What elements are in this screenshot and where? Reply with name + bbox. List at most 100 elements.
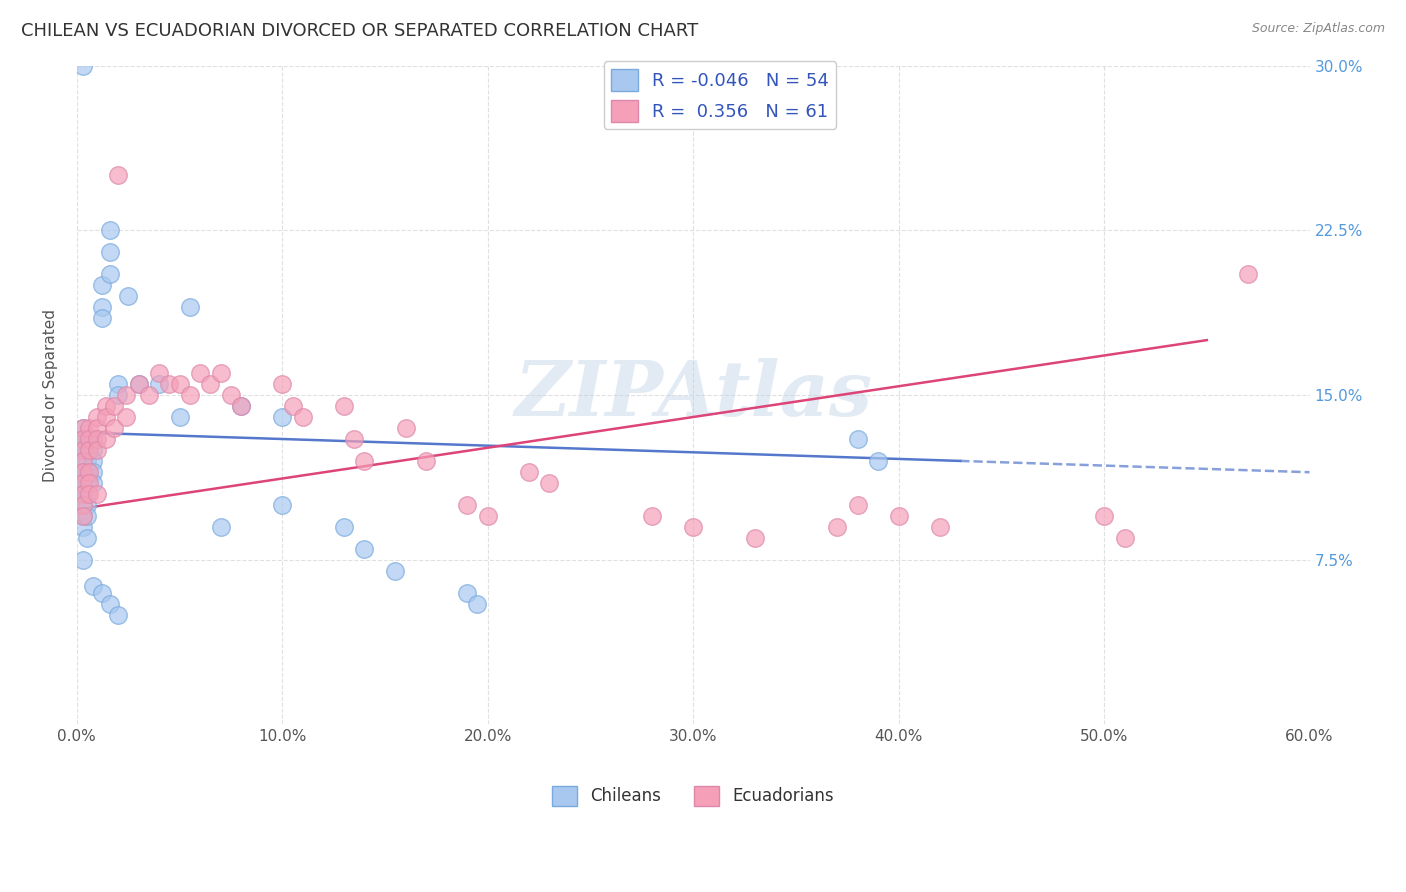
Point [72, 553, 94, 567]
Point [517, 465, 540, 479]
Point [76, 531, 98, 545]
Point [82, 475, 104, 490]
Point [219, 388, 242, 402]
Point [72, 432, 94, 446]
Point [72, 465, 94, 479]
Point [353, 541, 375, 556]
Point [281, 399, 304, 413]
Point [72, 498, 94, 512]
Point [333, 399, 356, 413]
Point [94, 432, 117, 446]
Point [148, 377, 170, 392]
Point [72, 465, 94, 479]
Point [115, 409, 138, 424]
Point [72, 508, 94, 523]
Point [467, 597, 489, 611]
Text: Source: ZipAtlas.com: Source: ZipAtlas.com [1251, 22, 1385, 36]
Point [477, 508, 499, 523]
Point [77, 487, 100, 501]
Point [76, 498, 98, 512]
Point [825, 520, 848, 534]
Point [72, 475, 94, 490]
Point [231, 399, 253, 413]
Point [271, 498, 294, 512]
Point [72, 454, 94, 468]
Point [744, 531, 766, 545]
Point [94, 409, 117, 424]
Point [538, 475, 561, 490]
Text: ZIPAtlas: ZIPAtlas [515, 358, 872, 432]
Point [86, 432, 108, 446]
Point [77, 442, 100, 457]
Point [76, 487, 98, 501]
Point [76, 465, 98, 479]
Text: CHILEAN VS ECUADORIAN DIVORCED OR SEPARATED CORRELATION CHART: CHILEAN VS ECUADORIAN DIVORCED OR SEPARA… [21, 22, 699, 40]
Point [76, 508, 98, 523]
Point [138, 388, 160, 402]
Point [291, 409, 314, 424]
Point [343, 432, 366, 446]
Point [86, 442, 108, 457]
Point [103, 399, 125, 413]
Point [333, 520, 356, 534]
Point [188, 366, 211, 380]
Point [76, 475, 98, 490]
Point [169, 377, 191, 392]
Point [72, 498, 94, 512]
Point [77, 475, 100, 490]
Point [77, 421, 100, 435]
Point [72, 421, 94, 435]
Legend: Chileans, Ecuadorians: Chileans, Ecuadorians [546, 779, 841, 813]
Point [271, 409, 294, 424]
Point [107, 169, 129, 183]
Point [76, 442, 98, 457]
Point [72, 442, 94, 457]
Point [86, 421, 108, 435]
Point [148, 366, 170, 380]
Point [90, 300, 112, 314]
Point [209, 520, 232, 534]
Point [72, 487, 94, 501]
Point [231, 399, 253, 413]
Point [115, 388, 138, 402]
Point [682, 520, 704, 534]
Point [82, 442, 104, 457]
Point [107, 377, 129, 392]
Point [641, 508, 664, 523]
Point [98, 267, 121, 281]
Point [456, 498, 478, 512]
Point [72, 454, 94, 468]
Y-axis label: Divorced or Separated: Divorced or Separated [44, 309, 58, 482]
Point [90, 585, 112, 599]
Point [72, 421, 94, 435]
Point [1237, 267, 1260, 281]
Point [169, 409, 191, 424]
Point [394, 421, 416, 435]
Point [76, 432, 98, 446]
Point [353, 454, 375, 468]
Point [128, 377, 150, 392]
Point [200, 377, 222, 392]
Point [72, 487, 94, 501]
Point [82, 432, 104, 446]
Point [98, 245, 121, 260]
Point [157, 377, 180, 392]
Point [72, 520, 94, 534]
Point [103, 421, 125, 435]
Point [271, 377, 294, 392]
Point [94, 399, 117, 413]
Point [128, 377, 150, 392]
Point [887, 508, 910, 523]
Point [179, 388, 201, 402]
Point [76, 454, 98, 468]
Point [72, 508, 94, 523]
Point [1092, 508, 1115, 523]
Point [77, 432, 100, 446]
Point [456, 585, 478, 599]
Point [82, 454, 104, 468]
Point [868, 454, 890, 468]
Point [72, 59, 94, 73]
Point [846, 432, 869, 446]
Point [72, 475, 94, 490]
Point [107, 607, 129, 622]
